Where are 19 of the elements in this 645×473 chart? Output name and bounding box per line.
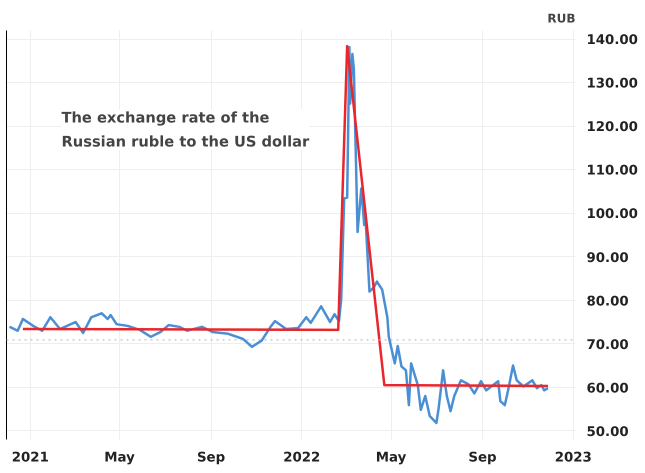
x-tick-label: 2022 (283, 450, 320, 466)
x-tick-label: May (104, 450, 136, 466)
x-tick-label: 2023 (554, 450, 592, 466)
y-tick-label: 100.00 (586, 207, 638, 222)
y-tick-label: 60.00 (586, 381, 629, 396)
x-tick-label: May (376, 450, 407, 466)
y-tick-label: 110.00 (586, 164, 638, 179)
x-tick-label: Sep (468, 450, 497, 466)
text: The exchange rate of the Russian ruble to the US dollar (62, 110, 310, 150)
y-tick-label: 120.00 (586, 120, 638, 136)
x-tick-label: 2021 (12, 450, 49, 466)
y-tick-label: 80.00 (586, 294, 629, 310)
y-tick-label: 130.00 (586, 76, 638, 92)
y-tick-label: 140.00 (586, 33, 638, 48)
y-axis-title: RUB (547, 12, 576, 26)
y-tick-label: 90.00 (586, 250, 629, 266)
y-tick-label: 70.00 (586, 338, 629, 353)
x-tick-label: Sep (196, 450, 226, 466)
y-tick-label: 50.00 (586, 424, 629, 440)
